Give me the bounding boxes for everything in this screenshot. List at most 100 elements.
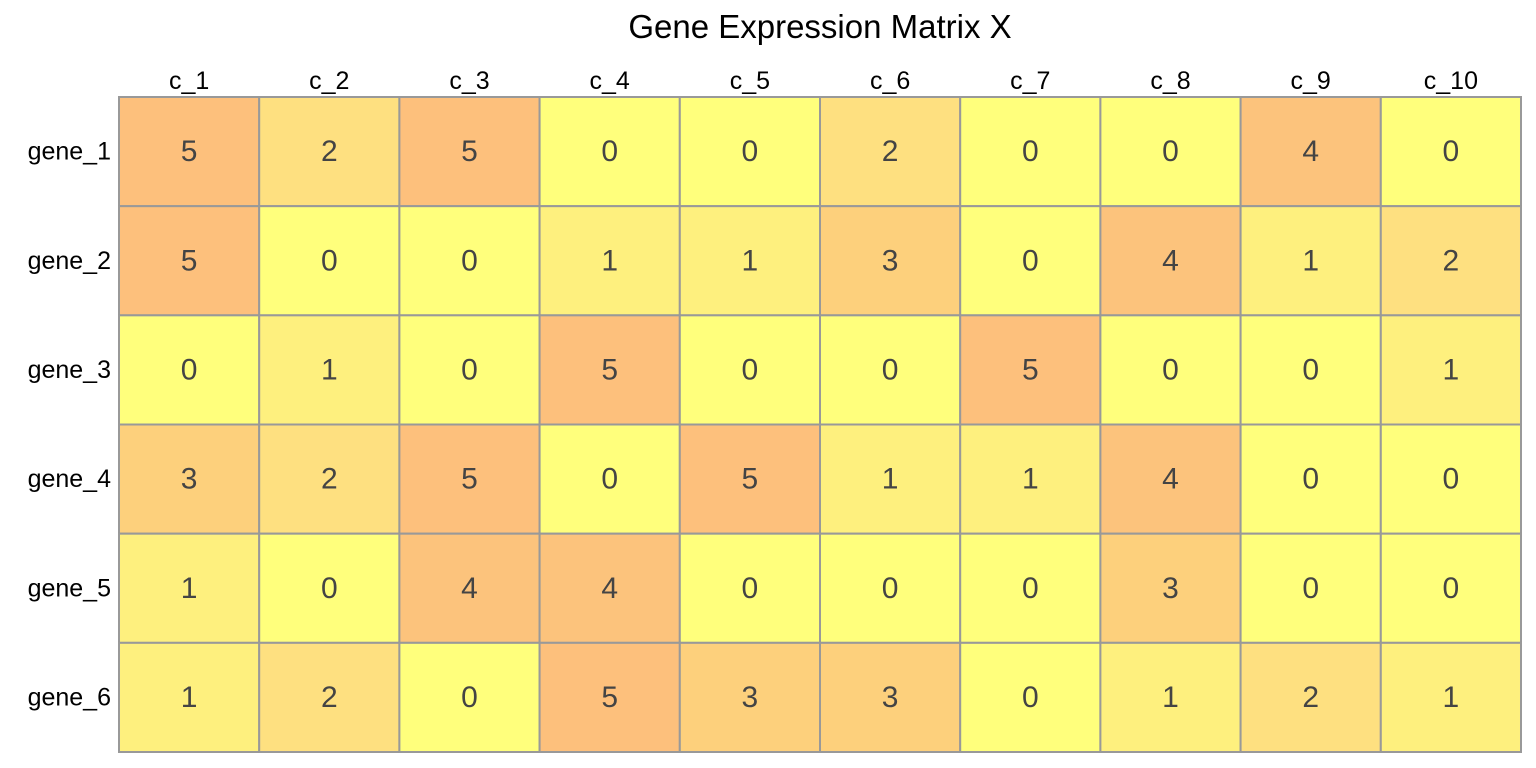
column-label: c_3 <box>449 67 489 95</box>
row-label: gene_5 <box>28 574 111 602</box>
heatmap-cell <box>398 532 541 644</box>
heatmap-cell <box>1379 641 1523 753</box>
chart-title: Gene Expression Matrix X <box>628 8 1012 45</box>
row-label: gene_2 <box>28 247 111 275</box>
row-label: gene_4 <box>28 465 112 493</box>
heatmap-cell <box>538 532 681 644</box>
heatmap-cell <box>118 314 261 426</box>
heatmap-cell <box>1239 423 1382 535</box>
heatmap-cell <box>959 205 1102 317</box>
row-label: gene_6 <box>28 683 111 711</box>
cell-value-label: 0 <box>1443 135 1460 168</box>
cell-value-label: 0 <box>1302 463 1319 496</box>
cell-value-label: 1 <box>181 681 198 714</box>
cell-value-label: 0 <box>601 135 618 168</box>
heatmap-cell <box>678 423 821 535</box>
cell-value-label: 5 <box>181 135 198 168</box>
heatmap-cell <box>118 423 261 535</box>
cell-value-label: 5 <box>601 353 618 386</box>
column-label: c_6 <box>870 67 910 95</box>
cell-value-label: 1 <box>742 244 759 277</box>
heatmap-cell <box>398 314 541 426</box>
heatmap-cell <box>959 532 1102 644</box>
cell-value-label: 1 <box>181 572 198 605</box>
heatmap-cell <box>678 205 821 317</box>
heatmap-cell <box>678 641 821 753</box>
cell-value-label: 3 <box>1162 572 1179 605</box>
heatmap-cell <box>1239 205 1382 317</box>
cell-value-label: 0 <box>882 572 899 605</box>
heatmap-cell <box>1099 641 1242 753</box>
heatmap-cell <box>538 314 681 426</box>
row-label: gene_1 <box>28 138 111 166</box>
cell-value-label: 2 <box>1302 681 1319 714</box>
heatmap-cell <box>1239 641 1382 753</box>
cell-value-label: 0 <box>461 681 478 714</box>
cell-value-label: 0 <box>1162 353 1179 386</box>
column-label: c_10 <box>1424 67 1478 95</box>
cell-value-label: 0 <box>1162 135 1179 168</box>
heatmap-cell <box>678 532 821 644</box>
heatmap-cell <box>1099 205 1242 317</box>
cell-value-label: 0 <box>1022 572 1039 605</box>
column-label: c_2 <box>309 67 349 95</box>
heatmap-cell <box>819 532 962 644</box>
heatmap-cell <box>959 96 1102 208</box>
cell-value-label: 0 <box>742 135 759 168</box>
cell-value-label: 3 <box>882 244 899 277</box>
cell-value-label: 2 <box>1443 244 1460 277</box>
column-label: c_5 <box>730 67 770 95</box>
cell-value-label: 0 <box>1302 572 1319 605</box>
cell-value-label: 4 <box>601 572 618 605</box>
cell-value-label: 1 <box>321 353 338 386</box>
column-labels: c_1 c_2 c_3 c_4 c_5 c_6 c_7 c_8 c_9 c_10 <box>169 67 1478 95</box>
cell-value-label: 5 <box>742 463 759 496</box>
cell-value-label: 4 <box>1162 463 1179 496</box>
heatmap-cell <box>1239 314 1382 426</box>
column-label: c_7 <box>1010 67 1050 95</box>
cell-value-label: 0 <box>321 244 338 277</box>
heatmap-cell <box>258 641 401 753</box>
cell-value-label: 4 <box>1162 244 1179 277</box>
cell-value-label: 3 <box>742 681 759 714</box>
heatmap-cell <box>959 641 1102 753</box>
cells-layer: 5 2 5 0 0 2 0 0 4 05 0 0 1 1 3 0 4 1 20 1 0 5 0 0 5 0 0 13 2 5 0 5 1 1 4 0 0… <box>118 96 1523 753</box>
cell-value-label: 2 <box>321 135 338 168</box>
cell-value-label: 0 <box>1443 572 1460 605</box>
cell-value-label: 3 <box>181 463 198 496</box>
cell-value-label: 0 <box>1022 135 1039 168</box>
heatmap-cell <box>678 314 821 426</box>
cell-value-label: 1 <box>1162 681 1179 714</box>
heatmap-cell <box>258 314 401 426</box>
heatmap-cell <box>819 314 962 426</box>
heatmap-cell <box>1099 96 1242 208</box>
cell-value-label: 0 <box>461 244 478 277</box>
cell-value-label: 0 <box>321 572 338 605</box>
heatmap-cell <box>1379 423 1523 535</box>
cell-value-label: 5 <box>181 244 198 277</box>
cell-value-label: 5 <box>461 463 478 496</box>
cell-value-label: 3 <box>882 681 899 714</box>
column-label: c_9 <box>1291 67 1331 95</box>
column-label: c_4 <box>590 67 630 95</box>
cell-value-label: 5 <box>1022 353 1039 386</box>
cell-value-label: 0 <box>742 572 759 605</box>
heatmap-cell <box>1379 205 1523 317</box>
row-label: gene_3 <box>28 356 111 384</box>
cell-value-label: 1 <box>1022 463 1039 496</box>
heatmap-cell <box>1239 532 1382 644</box>
column-label: c_8 <box>1150 67 1190 95</box>
cell-value-label: 1 <box>1443 353 1460 386</box>
cell-value-label: 2 <box>882 135 899 168</box>
cell-value-label: 2 <box>321 463 338 496</box>
heatmap-cell <box>398 205 541 317</box>
heatmap-cell <box>118 641 261 753</box>
cell-value-label: 0 <box>1443 463 1460 496</box>
cell-value-label: 0 <box>181 353 198 386</box>
heatmap-cell <box>1099 423 1242 535</box>
cell-value-label: 4 <box>1302 135 1319 168</box>
heatmap-cell <box>118 532 261 644</box>
cell-value-label: 0 <box>742 353 759 386</box>
heatmap-cell <box>258 205 401 317</box>
